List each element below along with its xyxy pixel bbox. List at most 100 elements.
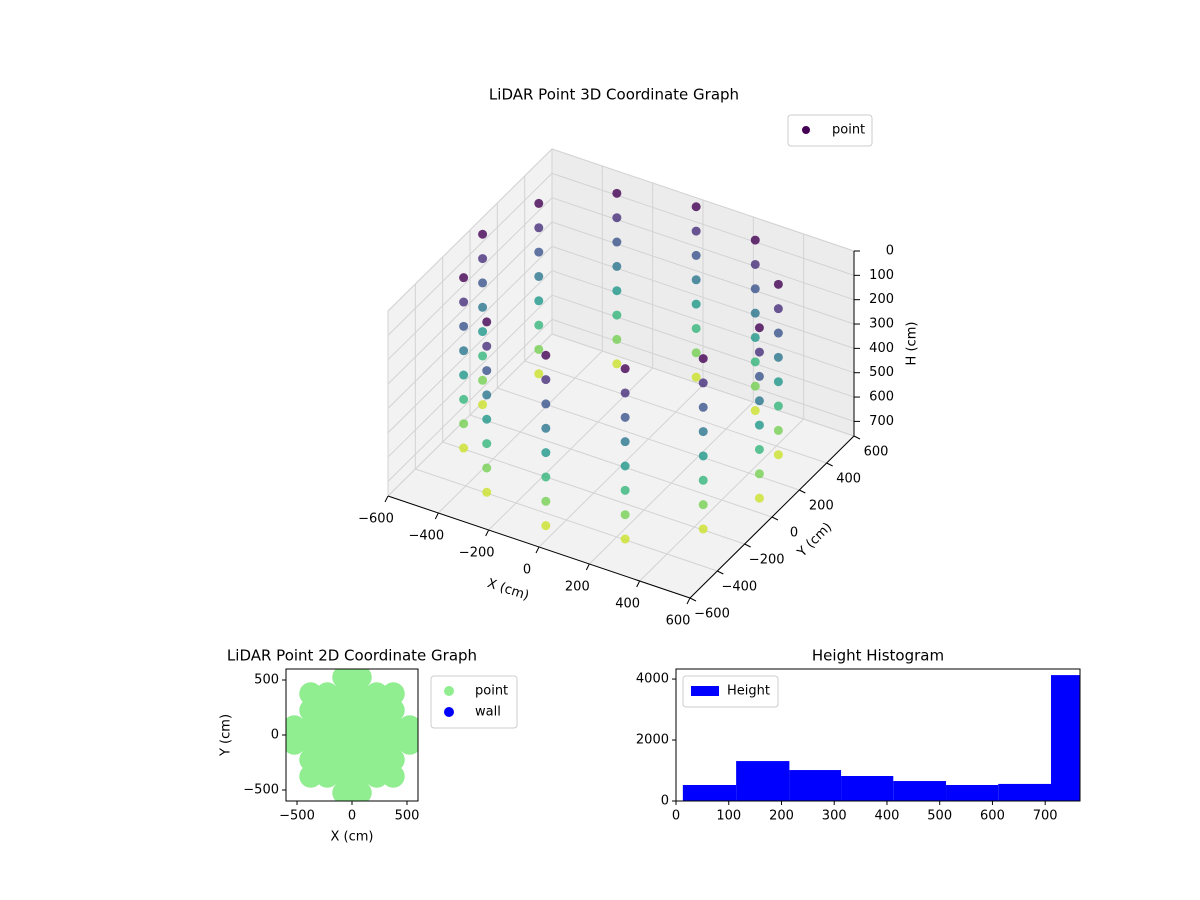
x-tick-label: 200 [769,809,794,824]
point [534,223,544,233]
point [698,402,708,412]
point [459,273,469,283]
x-axis-label: X (cm) [485,576,531,604]
z-tick-label: 600 [869,390,894,405]
point [348,698,372,722]
point [773,377,783,387]
grid-line [551,245,855,349]
point [365,748,389,772]
point [332,715,356,739]
point [541,496,551,506]
point [534,247,544,257]
point [332,682,356,706]
legend-label: point [475,684,508,699]
grid-line [387,270,553,434]
point [348,682,372,706]
point [332,698,356,722]
bar [1050,675,1080,801]
bar [682,784,737,801]
point [620,437,630,447]
tick-mark [853,435,861,440]
point [534,296,544,306]
grid-line [387,294,553,458]
point [698,524,708,534]
point [750,357,760,367]
bar [841,776,894,801]
point [478,254,488,264]
y-axis-line [689,435,855,599]
legend: Height [682,675,779,708]
x-tick-label: 400 [875,809,900,824]
point [315,764,339,788]
point [541,472,551,482]
point [698,427,708,437]
point [754,347,764,357]
point [612,334,622,344]
bar [946,784,999,801]
point [620,412,630,422]
point [365,715,389,739]
legend-marker [444,686,454,696]
point [541,423,551,433]
point [299,764,323,788]
point [612,359,622,369]
point [299,748,323,772]
point [482,439,492,449]
point [698,500,708,510]
grid-line [387,319,553,482]
point [620,534,630,544]
point [754,371,764,381]
grid-line [551,148,855,252]
tick-mark [686,597,691,605]
point [315,698,339,722]
point [365,731,389,755]
point [541,375,551,385]
point [365,698,389,722]
point [482,341,492,351]
point [620,485,630,495]
chart-title: LiDAR Point 3D Coordinate Graph [489,86,739,104]
point [534,369,544,379]
point [750,332,760,342]
point [381,731,405,755]
y-tick-label: −400 [721,580,757,595]
point [773,304,783,314]
point [754,493,764,503]
point [691,250,701,260]
y-axis-label: Y (cm) [219,714,234,757]
point [691,348,701,358]
grid-line [551,294,855,398]
point [478,351,488,361]
point [773,279,783,289]
point [459,321,469,331]
point [348,748,372,772]
point [750,235,760,245]
point [482,317,492,327]
legend-marker [802,126,810,134]
point [534,344,544,354]
legend-marker [444,707,454,717]
legend-box [682,675,779,708]
x-tick-label: 200 [565,580,590,595]
y-tick-label: 500 [254,673,279,688]
point [754,396,764,406]
z-tick-label: 200 [869,292,894,307]
point [620,364,630,374]
point [698,354,708,364]
y-tick-label: 4000 [636,672,669,687]
point [541,399,551,409]
grid-line [415,468,718,572]
point [365,764,389,788]
chart-title: LiDAR Point 2D Coordinate Graph [227,647,477,665]
point [612,261,622,271]
x-tick-label: 500 [395,809,420,824]
point [381,715,405,739]
point [698,378,708,388]
tick-mark [771,516,779,521]
z-tick-label: 400 [869,341,894,356]
point [482,366,492,376]
tick-mark [585,563,590,571]
grid-line [551,221,855,325]
point [620,461,630,471]
